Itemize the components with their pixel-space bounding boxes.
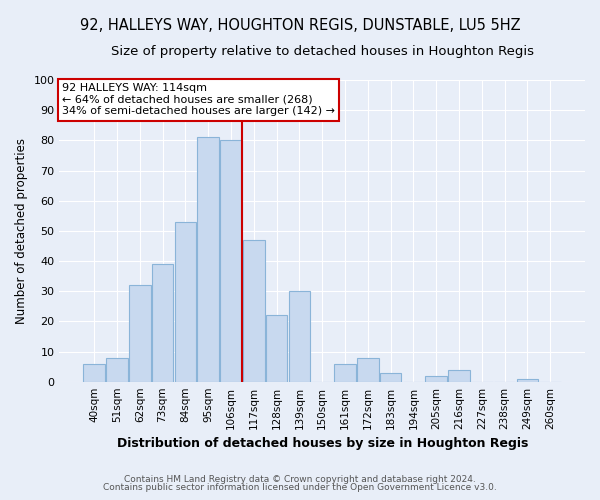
Title: Size of property relative to detached houses in Houghton Regis: Size of property relative to detached ho… <box>111 45 534 58</box>
Text: Contains HM Land Registry data © Crown copyright and database right 2024.: Contains HM Land Registry data © Crown c… <box>124 475 476 484</box>
Y-axis label: Number of detached properties: Number of detached properties <box>15 138 28 324</box>
Bar <box>83 364 105 382</box>
Text: 92, HALLEYS WAY, HOUGHTON REGIS, DUNSTABLE, LU5 5HZ: 92, HALLEYS WAY, HOUGHTON REGIS, DUNSTAB… <box>80 18 520 32</box>
Bar <box>289 291 310 382</box>
Bar <box>106 358 128 382</box>
Bar <box>220 140 242 382</box>
Bar <box>517 378 538 382</box>
Bar <box>448 370 470 382</box>
Bar <box>197 138 219 382</box>
Bar <box>243 240 265 382</box>
Bar <box>380 372 401 382</box>
Bar <box>334 364 356 382</box>
Bar <box>266 316 287 382</box>
Text: Contains public sector information licensed under the Open Government Licence v3: Contains public sector information licen… <box>103 484 497 492</box>
Bar <box>129 285 151 382</box>
X-axis label: Distribution of detached houses by size in Houghton Regis: Distribution of detached houses by size … <box>116 437 528 450</box>
Bar <box>425 376 447 382</box>
Bar <box>175 222 196 382</box>
Text: 92 HALLEYS WAY: 114sqm
← 64% of detached houses are smaller (268)
34% of semi-de: 92 HALLEYS WAY: 114sqm ← 64% of detached… <box>62 83 335 116</box>
Bar <box>152 264 173 382</box>
Bar <box>357 358 379 382</box>
